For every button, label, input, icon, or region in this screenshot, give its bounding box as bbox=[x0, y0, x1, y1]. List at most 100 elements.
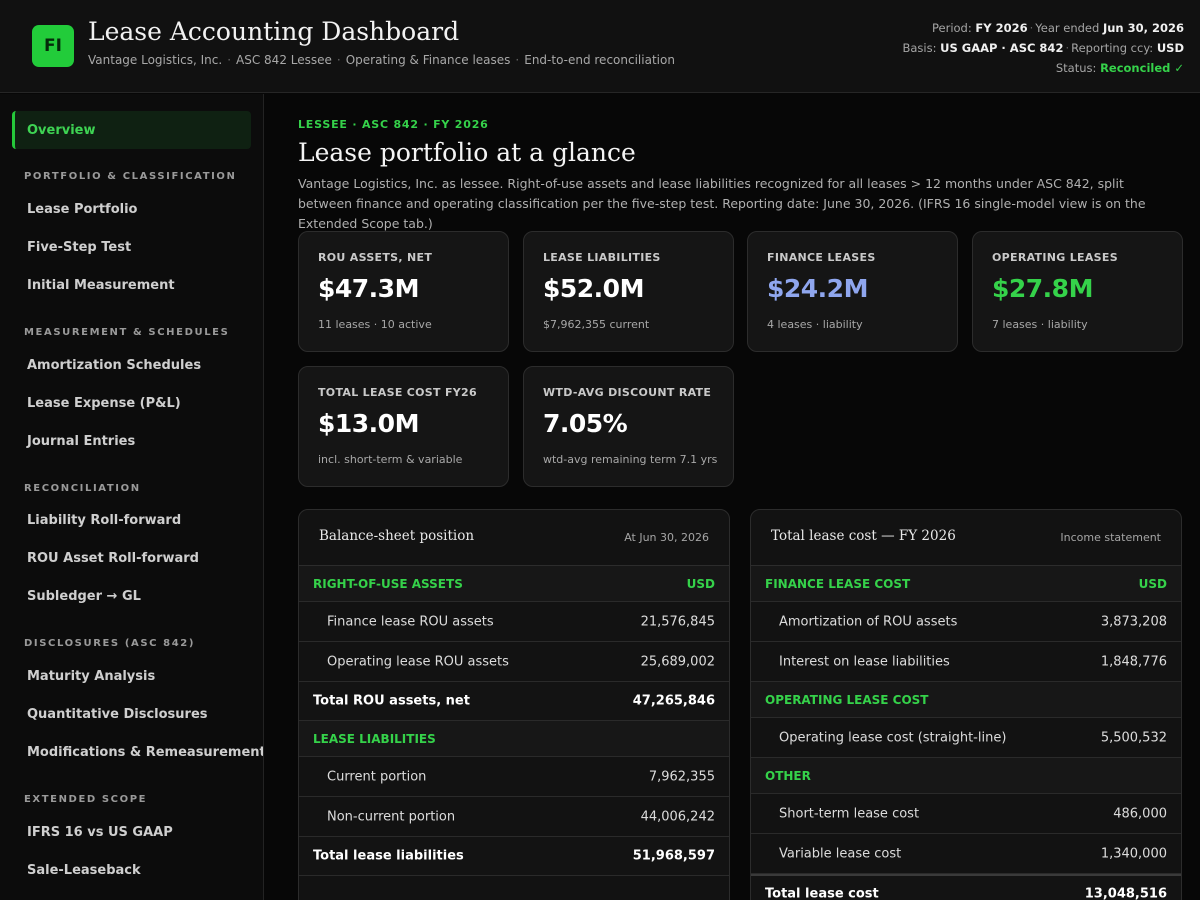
sidebar-item-five-step-test[interactable]: Five-Step Test bbox=[27, 240, 132, 255]
report-meta: Period: FY 2026 · Year ended Jun 30, 2026 … bbox=[902, 18, 1184, 78]
page-eyebrow: LESSEE · ASC 842 · FY 2026 bbox=[298, 118, 489, 131]
year-end-value: Jun 30, 2026 bbox=[1102, 21, 1184, 35]
table-row: Finance lease ROU assets 21,576,845 bbox=[299, 602, 729, 642]
panel-title: Total lease cost — FY 2026 bbox=[771, 528, 956, 544]
row-label: Total lease cost bbox=[765, 886, 879, 900]
sidebar-item-liability-rollforward[interactable]: Liability Roll-forward bbox=[27, 513, 182, 528]
table-row: Operating lease cost (straight-line) 5,50… bbox=[751, 718, 1181, 758]
panel-header: Total lease cost — FY 2026 Income statem… bbox=[751, 510, 1181, 566]
kpi-card-rou-assets: ROU ASSETS, NET $47.3M 11 leases · 10 ac… bbox=[298, 231, 509, 352]
kpi-subtext: wtd-avg remaining term 7.1 yrs bbox=[543, 453, 718, 466]
sidebar-item-quantitative-disclosures[interactable]: Quantitative Disclosures bbox=[27, 707, 208, 722]
panel-header: Balance-sheet position At Jun 30, 2026 bbox=[299, 510, 729, 566]
sidebar-item-lease-expense[interactable]: Lease Expense (P&L) bbox=[27, 396, 181, 411]
kpi-card-finance-leases: FINANCE LEASES $24.2M 4 leases · liabili… bbox=[747, 231, 958, 352]
nav-group-portfolio: PORTFOLIO & CLASSIFICATION bbox=[24, 171, 237, 182]
row-value: USD bbox=[686, 576, 715, 591]
table-section-header: LEASE LIABILITIES bbox=[299, 721, 729, 757]
table-row: Amortization of ROU assets 3,873,208 bbox=[751, 602, 1181, 642]
row-value: 13,048,516 bbox=[1084, 886, 1167, 900]
kpi-value: 7.05% bbox=[543, 409, 628, 438]
page-title: Lease portfolio at a glance bbox=[298, 138, 636, 167]
kpi-label: LEASE LIABILITIES bbox=[543, 251, 661, 264]
lease-cost-panel: Total lease cost — FY 2026 Income statem… bbox=[750, 509, 1182, 900]
kpi-label: WTD-AVG DISCOUNT RATE bbox=[543, 386, 712, 399]
row-label: Total ROU assets, net bbox=[313, 693, 470, 709]
kpi-card-total-lease-cost: TOTAL LEASE COST FY26 $13.0M incl. short… bbox=[298, 366, 509, 487]
table-row: Variable lease cost 1,340,000 bbox=[751, 834, 1181, 874]
page-description: Vantage Logistics, Inc. as lessee. Right… bbox=[298, 176, 1146, 231]
row-label: Amortization of ROU assets bbox=[779, 614, 958, 629]
kpi-label: FINANCE LEASES bbox=[767, 251, 876, 264]
kpi-label: ROU ASSETS, NET bbox=[318, 251, 433, 264]
row-label: Operating lease ROU assets bbox=[327, 654, 509, 669]
kpi-subtext: incl. short-term & variable bbox=[318, 453, 463, 466]
company-name: Vantage Logistics, Inc. bbox=[88, 53, 223, 67]
lease-types: Operating & Finance leases bbox=[345, 53, 511, 67]
panel-title: Balance-sheet position bbox=[319, 528, 475, 544]
table-row: Current portion 7,962,355 bbox=[299, 757, 729, 797]
table-total-row: Total lease liabilities 51,968,597 bbox=[299, 837, 729, 876]
sidebar-item-initial-measurement[interactable]: Initial Measurement bbox=[27, 278, 175, 293]
app-title: Lease Accounting Dashboard bbox=[88, 17, 460, 46]
row-label: LEASE LIABILITIES bbox=[313, 731, 436, 746]
kpi-subtext: 7 leases · liability bbox=[992, 318, 1088, 331]
table-row: Operating lease ROU assets 25,689,002 bbox=[299, 642, 729, 682]
sidebar-item-lease-portfolio[interactable]: Lease Portfolio bbox=[27, 202, 138, 217]
app-header: FI Lease Accounting Dashboard Vantage Lo… bbox=[0, 0, 1200, 93]
row-label: Finance lease ROU assets bbox=[327, 614, 494, 629]
kpi-subtext: $7,962,355 current bbox=[543, 318, 650, 331]
table-row: Non-current portion 44,006,242 bbox=[299, 797, 729, 837]
sidebar-nav: Overview PORTFOLIO & CLASSIFICATION Leas… bbox=[0, 94, 264, 900]
row-label: Interest on lease liabilities bbox=[779, 654, 950, 669]
nav-group-reconciliation: RECONCILIATION bbox=[24, 483, 141, 494]
sidebar-item-subledger-gl[interactable]: Subledger → GL bbox=[27, 589, 141, 604]
table-section-header: FINANCE LEASE COST USD bbox=[751, 566, 1181, 602]
kpi-value: $47.3M bbox=[318, 274, 419, 303]
table-row: Short-term lease cost 486,000 bbox=[751, 794, 1181, 834]
row-label: OTHER bbox=[765, 768, 811, 783]
table-section-header: OTHER bbox=[751, 758, 1181, 794]
kpi-label: OPERATING LEASES bbox=[992, 251, 1118, 264]
kpi-subtext: 4 leases · liability bbox=[767, 318, 863, 331]
row-label: Variable lease cost bbox=[779, 846, 902, 861]
panel-note: At Jun 30, 2026 bbox=[624, 531, 709, 544]
sidebar-item-modifications[interactable]: Modifications & Remeasurement bbox=[27, 745, 264, 760]
row-value: 25,689,002 bbox=[640, 654, 715, 669]
kpi-card-lease-liabilities: LEASE LIABILITIES $52.0M $7,962,355 curr… bbox=[523, 231, 734, 352]
sidebar-item-sale-leaseback[interactable]: Sale-Leaseback bbox=[27, 863, 141, 878]
table-section-header: RIGHT-OF-USE ASSETS USD bbox=[299, 566, 729, 602]
sidebar-item-ifrs16[interactable]: IFRS 16 vs US GAAP bbox=[27, 825, 173, 840]
row-value: 1,848,776 bbox=[1100, 654, 1167, 669]
standard-role: ASC 842 Lessee bbox=[236, 53, 332, 67]
row-value: 7,962,355 bbox=[648, 769, 715, 784]
kpi-value: $27.8M bbox=[992, 274, 1093, 303]
row-label: Operating lease cost (straight-line) bbox=[779, 730, 1007, 745]
basis-line: Basis: US GAAP · ASC 842 · Reporting ccy: … bbox=[902, 41, 1184, 55]
row-label: RIGHT-OF-USE ASSETS bbox=[313, 576, 463, 591]
sidebar-item-rou-rollforward[interactable]: ROU Asset Roll-forward bbox=[27, 551, 199, 566]
row-label: FINANCE LEASE COST bbox=[765, 576, 911, 591]
balance-sheet-table: RIGHT-OF-USE ASSETS USD Finance lease ROU … bbox=[299, 566, 729, 876]
kpi-card-discount-rate: WTD-AVG DISCOUNT RATE 7.05% wtd-avg rema… bbox=[523, 366, 734, 487]
status-line: Status: Reconciled ✓ bbox=[1055, 61, 1184, 75]
balance-sheet-panel: Balance-sheet position At Jun 30, 2026 R… bbox=[298, 509, 730, 900]
nav-group-extended-scope: EXTENDED SCOPE bbox=[24, 794, 148, 805]
kpi-value: $52.0M bbox=[543, 274, 644, 303]
row-value: 3,873,208 bbox=[1100, 614, 1167, 629]
sidebar-item-journal-entries[interactable]: Journal Entries bbox=[27, 434, 136, 449]
sidebar-item-amortization-schedules[interactable]: Amortization Schedules bbox=[27, 358, 202, 373]
period-line: Period: FY 2026 · Year ended Jun 30, 2026 bbox=[932, 21, 1184, 35]
row-value: 47,265,846 bbox=[632, 693, 715, 709]
nav-group-measurement: MEASUREMENT & SCHEDULES bbox=[24, 327, 230, 338]
sidebar-item-overview[interactable]: Overview bbox=[12, 111, 251, 149]
row-value: 51,968,597 bbox=[632, 848, 715, 864]
row-label: Current portion bbox=[327, 769, 427, 784]
sidebar-item-maturity-analysis[interactable]: Maturity Analysis bbox=[27, 669, 156, 684]
table-total-row: Total ROU assets, net 47,265,846 bbox=[299, 682, 729, 721]
row-value: USD bbox=[1138, 576, 1167, 591]
row-value: 1,340,000 bbox=[1100, 846, 1167, 861]
row-label: Total lease liabilities bbox=[313, 848, 464, 864]
row-label: Short-term lease cost bbox=[779, 806, 920, 821]
currency-value: USD bbox=[1156, 41, 1184, 55]
